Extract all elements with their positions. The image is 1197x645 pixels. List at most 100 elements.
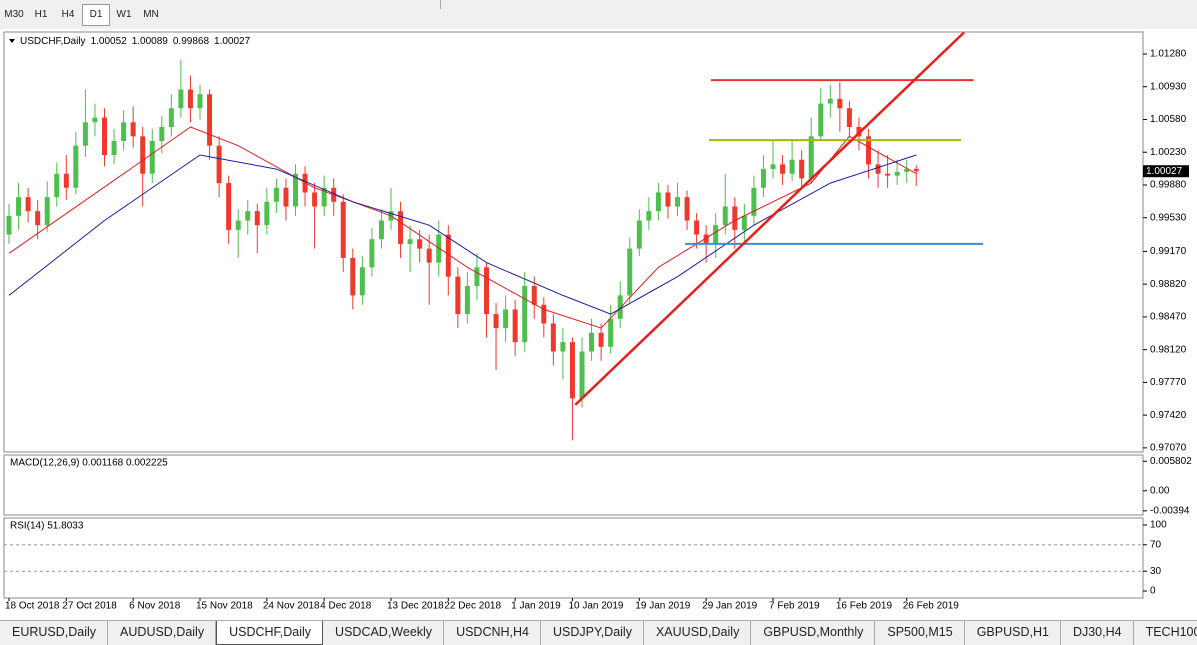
candle-body <box>25 197 31 212</box>
symbol-tab[interactable]: GBPUSD,H1 <box>965 621 1061 645</box>
candle-body <box>207 94 213 146</box>
candle-body <box>44 197 50 226</box>
candle-body <box>569 342 575 399</box>
candle-body <box>426 248 432 263</box>
candle-body <box>340 201 346 258</box>
symbol-tab[interactable]: GBPUSD,Monthly <box>751 621 876 645</box>
y-tick-label: 0.97420 <box>1150 410 1187 421</box>
y-tick-label: 0.97070 <box>1150 443 1187 454</box>
candle-body <box>464 286 470 315</box>
candle-body <box>503 309 509 329</box>
timeframe-button[interactable]: H1 <box>34 8 48 20</box>
y-tick-label: 0.97770 <box>1150 377 1187 388</box>
candle-body <box>235 220 241 230</box>
candle-body <box>560 342 566 352</box>
candle-body <box>789 159 795 174</box>
candle-body <box>283 187 289 207</box>
candle-body <box>264 201 270 226</box>
chart: USDCHF,Daily 1.00052 1.00089 0.99868 1.00027… <box>3 31 1192 612</box>
x-tick-label: 24 Nov 2018 <box>263 601 320 612</box>
candle-body <box>780 164 786 174</box>
candle-body <box>608 318 614 347</box>
symbol-tab[interactable]: USDJPY,Daily <box>541 621 644 645</box>
symbol-tab[interactable]: SP500,M15 <box>875 621 965 645</box>
candle-body <box>140 136 146 174</box>
candle-body <box>350 257 356 296</box>
candle-body <box>694 220 700 235</box>
symbol-tab[interactable]: DJ30,H4 <box>1061 621 1134 645</box>
macd-panel <box>3 454 1144 516</box>
x-tick-label: 29 Jan 2019 <box>702 601 757 612</box>
timeframe-button[interactable]: H4 <box>61 8 75 20</box>
symbol-tab[interactable]: XAUUSD,Daily <box>644 621 752 645</box>
header-high: 1.00089 <box>132 36 169 47</box>
timeframe-button[interactable]: MN <box>143 8 159 20</box>
rsi-title: RSI(14) 51.8033 <box>10 521 84 532</box>
candle-body <box>885 173 891 176</box>
y-tick-label: 0.99880 <box>1150 180 1187 191</box>
candle-body <box>703 234 709 244</box>
candle-body <box>407 239 413 244</box>
candle-body <box>121 122 127 141</box>
symbol-tab[interactable]: AUDUSD,Daily <box>108 621 217 645</box>
line <box>8 154 917 315</box>
candle-body <box>16 197 22 216</box>
candle-body <box>627 248 633 296</box>
candle-body <box>818 103 824 137</box>
rsi-panel <box>3 517 1144 599</box>
candle-body <box>92 117 98 123</box>
header-close: 1.00027 <box>214 36 251 47</box>
symbol-tab[interactable]: TECH100,H <box>1134 621 1197 645</box>
candle-body <box>359 267 365 296</box>
candle-body <box>168 108 174 127</box>
x-tick-label: 22 Dec 2018 <box>444 601 501 612</box>
candle-body <box>159 126 165 141</box>
candle-body <box>675 197 680 207</box>
chart-header: USDCHF,Daily 1.00052 1.00089 0.99868 1.00027 <box>20 36 251 47</box>
candle-body <box>808 136 814 179</box>
symbol-tab[interactable]: USDCHF,Daily <box>216 621 324 645</box>
y-tick-label: 0.99170 <box>1150 246 1187 257</box>
candle-body <box>187 89 193 109</box>
symbol-tab[interactable]: USDCAD,Weekly <box>323 621 445 645</box>
candle-body <box>484 267 489 315</box>
candle-body <box>751 187 757 216</box>
candle-body <box>493 314 499 329</box>
timeframe-button[interactable]: D1 <box>82 3 110 26</box>
x-tick-label: 26 Feb 2019 <box>903 601 960 612</box>
timeframe-button[interactable]: W1 <box>116 8 132 20</box>
candle-body <box>665 192 671 207</box>
y-tick-label: -0.00394 <box>1150 505 1190 516</box>
candle-body <box>579 351 585 399</box>
symbol-tab[interactable]: EURUSD,Daily <box>0 621 109 645</box>
candle-body <box>111 140 117 156</box>
y-tick-label: 0 <box>1150 586 1156 597</box>
y-tick-label: 1.01280 <box>1150 49 1187 60</box>
x-tick-label: 1 Jan 2019 <box>511 601 561 612</box>
current-price-label: 1.00027 <box>1146 166 1183 177</box>
x-tick-label: 4 Dec 2018 <box>320 601 372 612</box>
symbol-tab[interactable]: USDCNH,H4 <box>444 621 541 645</box>
candle-body <box>894 171 900 176</box>
y-tick-label: 1.00930 <box>1150 81 1187 92</box>
candle-body <box>226 183 232 230</box>
header-low: 0.99868 <box>173 36 210 47</box>
candle-body <box>512 309 518 343</box>
candle-body <box>550 323 556 352</box>
timeframe-toolbar: M30 H1 H4 D1 W1 MN <box>0 0 1197 29</box>
candle-body <box>398 211 404 244</box>
y-tick-label: 100 <box>1150 520 1167 531</box>
candle-body <box>655 192 661 212</box>
y-tick-label: 1.00580 <box>1150 114 1187 125</box>
plot-area <box>6 32 984 441</box>
candle-body <box>293 173 298 207</box>
x-tick-label: 27 Oct 2018 <box>62 601 117 612</box>
y-tick-label: 30 <box>1150 566 1162 577</box>
x-tick-label: 13 Dec 2018 <box>387 601 444 612</box>
candle-body <box>254 211 260 226</box>
trendline <box>574 32 965 406</box>
timeframe-button[interactable]: M30 <box>4 8 24 20</box>
y-tick-label: 0.005802 <box>1150 456 1192 467</box>
candle-body <box>541 304 547 324</box>
